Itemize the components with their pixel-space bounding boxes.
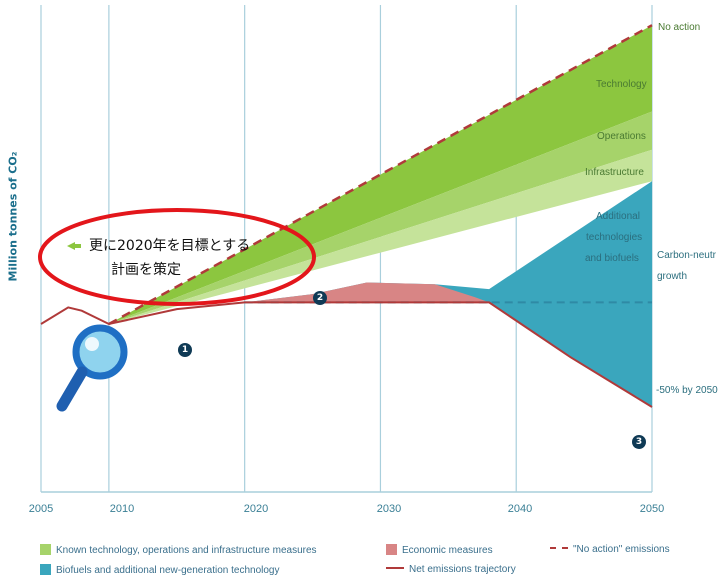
marker-3: 3: [632, 435, 646, 449]
legend-swatch-net: [386, 567, 404, 569]
legend-biofuels: Biofuels and additional new-generation t…: [40, 564, 280, 576]
magnifier-icon: [56, 324, 128, 412]
annotation-additional-3: and biofuels: [585, 253, 639, 264]
legend-swatch-known-tech: [40, 544, 51, 555]
legend-no-action: "No action" emissions: [550, 544, 670, 555]
legend-label-net: Net emissions trajectory: [409, 564, 516, 575]
x-tick-2040: 2040: [507, 503, 533, 515]
overlay-text-line-1: 更に2020年を目標とする: [89, 238, 251, 254]
legend-label-known-tech: Known technology, operations and infrast…: [56, 545, 317, 556]
operations-area: [108, 111, 652, 324]
legend-known-tech: Known technology, operations and infrast…: [40, 544, 317, 556]
net-emissions-line: [40, 301, 653, 408]
legend-swatch-biofuels: [40, 564, 51, 575]
annotation-target-2050: -50% by 2050: [656, 385, 718, 396]
x-tick-2010: 2010: [109, 503, 135, 515]
legend-label-biofuels: Biofuels and additional new-generation t…: [56, 565, 280, 576]
marker-2: 2: [313, 291, 327, 305]
annotation-technology: Technology: [596, 79, 647, 90]
economic-measures-area: [244, 282, 490, 303]
x-tick-2050: 2050: [639, 503, 665, 515]
legend-swatch-no-action: [550, 547, 568, 549]
x-tick-2005: 2005: [28, 503, 54, 515]
annotation-additional-2: technologies: [586, 232, 643, 243]
legend-label-no-action: "No action" emissions: [573, 544, 670, 555]
legend-economic: Economic measures: [386, 544, 493, 556]
technology-area: [108, 25, 652, 324]
legend-label-economic: Economic measures: [402, 545, 493, 556]
annotation-carbon-neutral-2: growth: [657, 271, 688, 282]
annotation-operations: Operations: [597, 131, 646, 142]
x-tick-2020: 2020: [243, 503, 269, 515]
x-tick-2030: 2030: [376, 503, 402, 515]
y-axis-label: Million tonnes of CO₂: [6, 151, 20, 282]
legend-net: Net emissions trajectory: [386, 564, 516, 575]
legend-swatch-economic: [386, 544, 397, 555]
annotation-infrastructure: Infrastructure: [585, 167, 644, 178]
arrow-icon: [67, 242, 81, 250]
annotation-carbon-neutral-1: Carbon-neutr: [657, 250, 716, 261]
no-action-line: [108, 24, 653, 326]
annotation-additional-1: Additional: [596, 211, 640, 222]
infrastructure-area: [108, 149, 652, 324]
annotation-no-action: No action: [658, 22, 701, 33]
marker-1: 1: [178, 343, 192, 357]
highlight-ellipse: [38, 208, 316, 306]
overlay-text-line-2: 計画を策定: [111, 262, 181, 278]
